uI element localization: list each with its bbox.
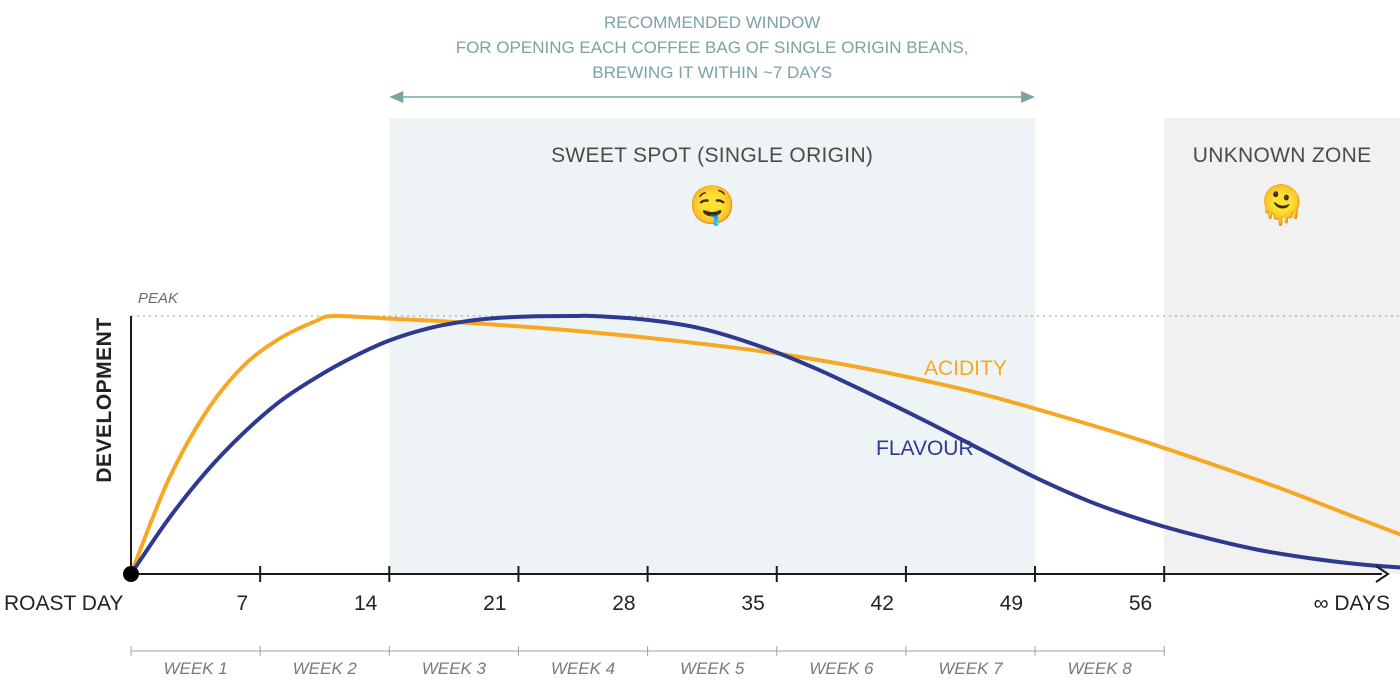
recommended-window: RECOMMENDED WINDOW FOR OPENING EACH COFFE… bbox=[389, 13, 1036, 103]
week-label-3: WEEK 3 bbox=[422, 659, 487, 678]
week-label-5: WEEK 5 bbox=[680, 659, 745, 678]
zone-emoji-1: 🤤 bbox=[689, 184, 736, 227]
peak-label: PEAK bbox=[138, 290, 179, 307]
x-tick-label-35: 35 bbox=[741, 592, 764, 615]
week-label-6: WEEK 6 bbox=[809, 659, 874, 678]
week-label-1: WEEK 1 bbox=[163, 659, 227, 678]
x-tick-label-56: 56 bbox=[1129, 592, 1152, 615]
zone-title-1: SWEET SPOT (SINGLE ORIGIN) bbox=[551, 144, 873, 167]
week-label-2: WEEK 2 bbox=[293, 659, 358, 678]
recommended-window-arrow-right bbox=[1021, 91, 1036, 103]
week-label-8: WEEK 8 bbox=[1068, 659, 1133, 678]
recommended-window-line-2: FOR OPENING EACH COFFEE BAG OF SINGLE OR… bbox=[456, 38, 969, 57]
week-label-7: WEEK 7 bbox=[938, 659, 1003, 678]
x-axis-arrow bbox=[1375, 565, 1390, 583]
zone-title-2: UNKNOWN ZONE bbox=[1193, 144, 1372, 167]
origin-dot bbox=[123, 566, 139, 582]
recommended-window-arrow-left bbox=[389, 91, 404, 103]
zones-layer: SWEET SPOT (SINGLE ORIGIN) 🤤 UNKNOWN ZONE 🫠 bbox=[389, 118, 1400, 574]
series-line-acidity bbox=[129, 313, 1400, 576]
x-tick-label-28: 28 bbox=[612, 592, 635, 615]
axes-layer: DEVELOPMENT ROAST DAY 7 14 21 28 35 42 49 56 ∞ DAY… bbox=[4, 316, 1390, 615]
x-tick-label-42: 42 bbox=[871, 592, 894, 615]
series-line-flavour bbox=[129, 313, 1400, 576]
x-tick-label-21: 21 bbox=[483, 592, 506, 615]
series-layer: ACIDITY FLAVOUR bbox=[129, 313, 1400, 576]
x-tick-label-7: 7 bbox=[236, 592, 248, 615]
x-tick-label-14: 14 bbox=[354, 592, 378, 615]
recommended-window-line-3: BREWING IT WITHIN ~7 DAYS bbox=[592, 63, 832, 82]
x-tick-label-roast-day: ROAST DAY bbox=[4, 592, 123, 615]
x-tick-label-infinity: ∞ DAYS bbox=[1314, 592, 1390, 615]
series-label-flavour: FLAVOUR bbox=[876, 437, 974, 460]
recommended-window-line-1: RECOMMENDED WINDOW bbox=[604, 13, 820, 32]
y-axis-label: DEVELOPMENT bbox=[93, 317, 116, 482]
zone-emoji-2: 🫠 bbox=[1258, 180, 1305, 227]
series-label-acidity: ACIDITY bbox=[924, 357, 1007, 380]
weeks-layer: WEEK 1 WEEK 2 WEEK 3 WEEK 4 WEEK 5 WEEK 6 WEEK… bbox=[130, 646, 1165, 678]
week-label-4: WEEK 4 bbox=[551, 659, 615, 678]
x-tick-label-49: 49 bbox=[1000, 592, 1023, 615]
zone-band-2 bbox=[1164, 118, 1400, 574]
